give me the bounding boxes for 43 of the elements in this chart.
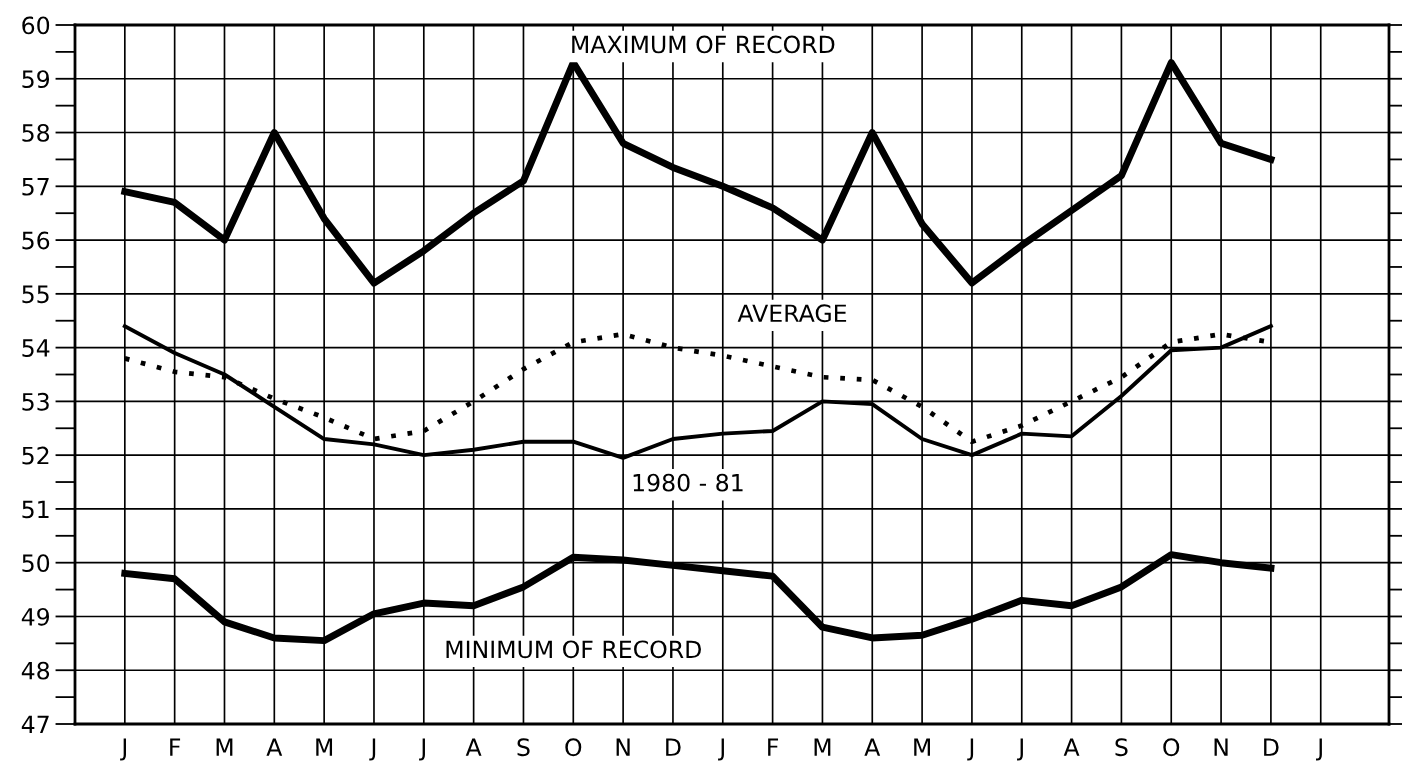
x-tick-label: S [1115,738,1128,757]
x-tick-label: D [1264,738,1279,756]
y-tick-label: 48 [21,661,50,680]
x-tick-label: J [1017,738,1023,761]
y-tick-label: 58 [22,123,50,142]
y-tick-label: 54 [22,339,50,357]
y-tick-label: 55 [22,285,49,304]
x-tick-label: M [814,738,831,756]
x-tick-label: J [369,738,376,761]
x-tick-label: N [616,738,630,756]
series-label: MINIMUM OF RECORD [446,640,701,659]
y-tick-label: 50 [22,554,50,572]
x-tick-label: O [1163,738,1180,757]
x-tick-label: A [1063,738,1080,756]
x-tick-label: A [864,738,881,756]
y-tick-label: 51 [22,500,49,519]
y-tick-label: 57 [22,178,49,196]
x-tick-label: J [419,738,425,761]
x-tick-label: F [170,738,181,756]
y-tick-label: 56 [22,231,50,250]
x-tick-label: M [316,738,333,756]
x-tick-label: J [967,738,974,761]
x-tick-label: N [1214,738,1228,756]
x-tick-label: D [666,738,681,756]
x-tick-label: A [266,738,283,756]
x-tick-label: J [718,738,724,761]
x-tick-label: J [120,738,126,761]
x-tick-label: J [1316,738,1322,761]
series-label: 1980 - 81 [633,473,743,492]
y-tick-label: 59 [22,70,50,89]
x-tick-label: S [517,738,530,757]
y-tick-label: 60 [22,16,50,35]
series-label: MAXIMUM OF RECORD [572,35,835,54]
y-tick-label: 53 [22,392,49,411]
series-label: AVERAGE [737,304,847,323]
x-tick-label: A [465,738,482,756]
y-tick-label: 47 [21,715,49,733]
x-tick-label: M [914,738,930,756]
x-tick-label: M [216,738,233,756]
x-tick-label: F [768,738,779,756]
y-tick-label: 52 [22,446,49,465]
y-tick-label: 49 [21,607,50,626]
x-tick-label: O [565,738,582,757]
